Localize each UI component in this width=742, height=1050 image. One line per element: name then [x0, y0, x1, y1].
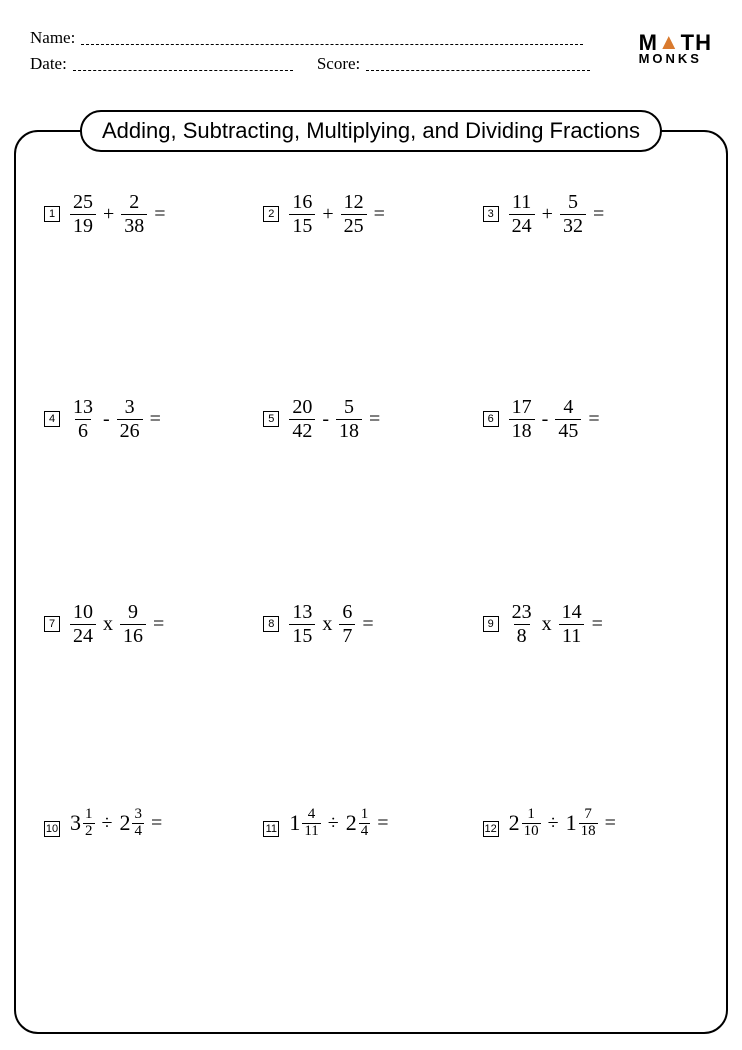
operator: - [103, 408, 110, 431]
operator: ÷ [102, 812, 113, 835]
problem-number: 1 [44, 206, 60, 222]
problem-12: 12 2110 ÷ 1718 = [483, 807, 698, 1012]
fraction: 1718 [509, 397, 535, 442]
problem-10: 10 312 ÷ 234 = [44, 807, 259, 1012]
problem-number: 4 [44, 411, 60, 427]
problem-7: 7 1024 x 916 = [44, 602, 259, 807]
operator: ÷ [548, 812, 559, 835]
equals: = [151, 812, 162, 835]
problem-number: 11 [263, 821, 279, 837]
name-blank[interactable] [81, 44, 583, 45]
equals: = [369, 408, 380, 431]
operator: + [542, 203, 553, 226]
operator: + [322, 203, 333, 226]
fraction: 532 [560, 192, 586, 237]
fraction: 136 [70, 397, 96, 442]
worksheet-frame: Adding, Subtracting, Multiplying, and Di… [14, 130, 728, 1034]
score-blank[interactable] [366, 70, 590, 71]
logo: M▲TH MONKS [639, 34, 712, 64]
problem-number: 9 [483, 616, 499, 632]
expression: 2110 ÷ 1718 = [509, 807, 616, 840]
equals: = [377, 812, 388, 835]
problem-grid: 1 2519 +238 = 2 1615 +1225 = 3 1124 +532 = 4 1… [44, 192, 698, 1012]
fraction: 1315 [289, 602, 315, 647]
fraction: 445 [555, 397, 581, 442]
equals: = [374, 203, 385, 226]
fraction: 1124 [509, 192, 535, 237]
mixed-number: 234 [119, 807, 144, 840]
date-label: Date: [30, 54, 67, 74]
fraction: 326 [117, 397, 143, 442]
problem-1: 1 2519 +238 = [44, 192, 259, 397]
operator: x [542, 613, 552, 636]
operator: - [322, 408, 329, 431]
equals: = [362, 613, 373, 636]
equals: = [153, 613, 164, 636]
problem-4: 4 136-326 = [44, 397, 259, 602]
problem-number: 12 [483, 821, 499, 837]
problem-6: 6 1718-445 = [483, 397, 698, 602]
mixed-number: 1411 [289, 807, 320, 840]
problem-number: 6 [483, 411, 499, 427]
fraction: 2519 [70, 192, 96, 237]
expression: 1718-445 = [509, 397, 600, 442]
fraction: 916 [120, 602, 146, 647]
problem-number: 7 [44, 616, 60, 632]
operator: + [103, 203, 114, 226]
mixed-number: 312 [70, 807, 95, 840]
problem-2: 2 1615 +1225 = [263, 192, 478, 397]
equals: = [588, 408, 599, 431]
expression: 1315 x 67 = [289, 602, 373, 647]
fraction: 518 [336, 397, 362, 442]
triangle-icon: ▲ [658, 33, 681, 52]
problem-11: 11 1411 ÷ 214 = [263, 807, 478, 1012]
operator: ÷ [328, 812, 339, 835]
fraction: 238 [121, 192, 147, 237]
equals: = [593, 203, 604, 226]
name-label: Name: [30, 28, 75, 48]
problem-5: 5 2042-518 = [263, 397, 478, 602]
fraction: 67 [339, 602, 355, 647]
fraction: 238 [509, 602, 535, 647]
fraction: 2042 [289, 397, 315, 442]
expression: 1411 ÷ 214 = [289, 807, 388, 840]
expression: 238 x 1411 = [509, 602, 603, 647]
expression: 136-326 = [70, 397, 161, 442]
expression: 1615 +1225 = [289, 192, 385, 237]
equals: = [150, 408, 161, 431]
problem-number: 3 [483, 206, 499, 222]
score-label: Score: [317, 54, 360, 74]
problem-number: 5 [263, 411, 279, 427]
mixed-number: 1718 [566, 807, 598, 840]
expression: 312 ÷ 234 = [70, 807, 162, 840]
date-blank[interactable] [73, 70, 293, 71]
fraction: 1024 [70, 602, 96, 647]
expression: 2519 +238 = [70, 192, 166, 237]
problem-8: 8 1315 x 67 = [263, 602, 478, 807]
operator: - [542, 408, 549, 431]
equals: = [605, 812, 616, 835]
problem-number: 2 [263, 206, 279, 222]
problem-number: 8 [263, 616, 279, 632]
fraction: 1225 [341, 192, 367, 237]
equals: = [154, 203, 165, 226]
expression: 2042-518 = [289, 397, 380, 442]
problem-3: 3 1124 +532 = [483, 192, 698, 397]
operator: x [322, 613, 332, 636]
expression: 1124 +532 = [509, 192, 605, 237]
equals: = [592, 613, 603, 636]
name-field: Name: [30, 28, 712, 48]
mixed-number: 214 [346, 807, 371, 840]
page-title: Adding, Subtracting, Multiplying, and Di… [80, 110, 662, 152]
operator: x [103, 613, 113, 636]
date-score-row: Date: Score: [30, 54, 590, 74]
problem-9: 9 238 x 1411 = [483, 602, 698, 807]
expression: 1024 x 916 = [70, 602, 164, 647]
problem-number: 10 [44, 821, 60, 837]
fraction: 1411 [559, 602, 585, 647]
fraction: 1615 [289, 192, 315, 237]
mixed-number: 2110 [509, 807, 541, 840]
